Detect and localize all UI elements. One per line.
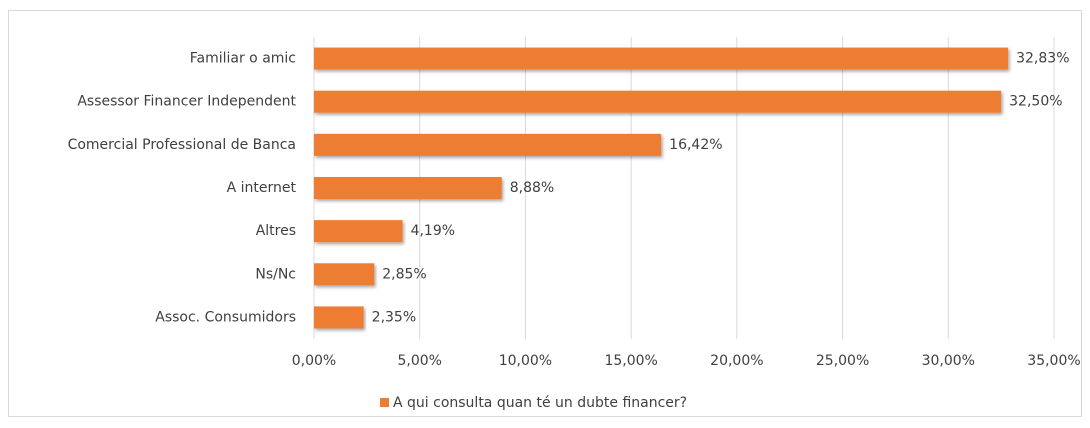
x-tick-label: 10,00% <box>499 353 552 369</box>
y-tick-label: Assoc. Consumidors <box>155 309 296 325</box>
x-tick-label: 15,00% <box>604 353 657 369</box>
y-tick-label: Assessor Financer Independent <box>77 94 296 110</box>
data-label: 4,19% <box>411 223 455 239</box>
bar <box>314 306 364 329</box>
y-tick-label: Altres <box>256 223 296 239</box>
y-tick-label: A internet <box>227 180 297 196</box>
x-tick-label: 5,00% <box>397 353 441 369</box>
x-tick-label: 30,00% <box>922 353 975 369</box>
legend-swatch <box>380 398 389 407</box>
bar <box>314 133 662 156</box>
bar <box>314 263 375 286</box>
chart-border <box>8 10 1082 417</box>
data-label: 8,88% <box>510 180 554 196</box>
data-label: 32,50% <box>1009 94 1062 110</box>
x-tick-label: 0,00% <box>292 353 336 369</box>
bar <box>314 177 502 199</box>
data-label: 2,35% <box>372 309 416 325</box>
y-tick-label: Familiar o amic <box>190 51 296 67</box>
x-tick-label: 20,00% <box>710 353 763 369</box>
data-label: 32,83% <box>1016 51 1069 67</box>
bar <box>314 220 403 243</box>
x-tick-label: 25,00% <box>816 353 869 369</box>
y-tick-label: Ns/Nc <box>255 266 296 282</box>
bar <box>314 90 1002 113</box>
bar <box>314 47 1009 70</box>
x-tick-label: 35,00% <box>1027 353 1080 369</box>
y-tick-label: Comercial Professional de Banca <box>68 137 296 153</box>
data-label: 2,85% <box>382 266 426 282</box>
data-label: 16,42% <box>669 137 722 153</box>
legend-label: A qui consulta quan té un dubte financer… <box>393 395 687 411</box>
